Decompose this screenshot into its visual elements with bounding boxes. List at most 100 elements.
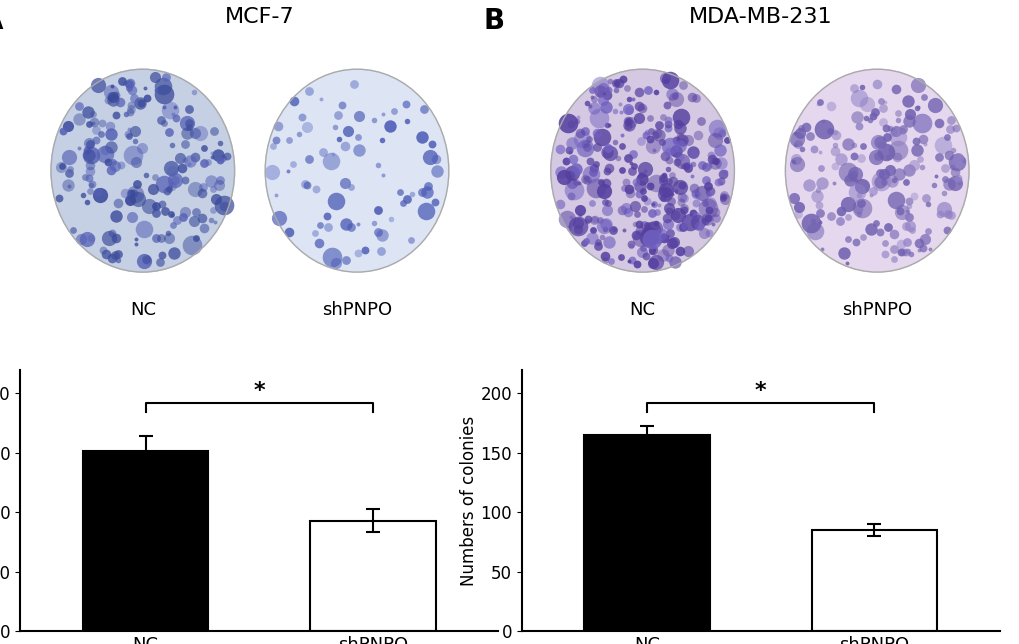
Y-axis label: Numbers of colonies: Numbers of colonies [460, 415, 477, 585]
Point [74, 190, 91, 200]
Point [156, 89, 172, 99]
Point [194, 213, 210, 223]
Point [886, 229, 902, 239]
Point [129, 179, 146, 189]
Point [76, 172, 93, 182]
Point [586, 93, 602, 104]
Point [82, 138, 98, 149]
Point [830, 216, 847, 227]
Point [163, 210, 179, 220]
Point [845, 151, 861, 161]
Point [107, 161, 123, 171]
Point [659, 218, 676, 229]
Point [813, 178, 829, 188]
Point [122, 77, 139, 88]
Point [684, 159, 700, 169]
Point [136, 256, 152, 267]
Point [876, 123, 893, 133]
Point [200, 157, 216, 167]
Point [612, 205, 629, 216]
Point [602, 256, 619, 266]
Point [853, 181, 869, 191]
Point [866, 107, 882, 117]
Point [636, 193, 652, 204]
Point [914, 134, 930, 144]
Point [638, 220, 654, 230]
Point [707, 213, 723, 223]
Point [620, 94, 636, 104]
Point [601, 76, 618, 86]
Point [138, 254, 154, 265]
Point [621, 120, 637, 130]
Point [701, 185, 717, 196]
Point [947, 167, 963, 177]
Point [176, 175, 193, 185]
Point [665, 210, 682, 220]
Point [620, 256, 636, 267]
Point [599, 85, 615, 95]
Point [660, 176, 677, 186]
Point [88, 125, 104, 135]
Point [334, 99, 351, 109]
Point [351, 111, 367, 122]
Point [342, 182, 359, 192]
Point [81, 173, 97, 183]
Point [102, 121, 118, 131]
Point [103, 165, 119, 175]
Point [643, 126, 659, 137]
Point [909, 102, 925, 113]
Point [642, 134, 658, 144]
Point [324, 252, 340, 262]
Point [100, 95, 116, 105]
Point [852, 198, 868, 208]
Point [383, 214, 399, 224]
Point [889, 144, 905, 155]
Point [373, 246, 389, 256]
Point [802, 218, 818, 229]
Point [579, 214, 595, 224]
Point [861, 115, 877, 126]
Point [876, 238, 893, 249]
Point [852, 153, 868, 163]
Point [684, 208, 700, 218]
Point [669, 118, 686, 129]
Point [210, 150, 226, 160]
Point [598, 84, 614, 95]
Point [672, 122, 688, 133]
Point [157, 206, 173, 216]
Point [877, 132, 894, 142]
Point [280, 227, 297, 237]
Point [557, 155, 574, 166]
Point [654, 250, 671, 260]
Point [850, 93, 866, 104]
Point [697, 175, 713, 185]
Point [166, 175, 182, 185]
Point [631, 225, 647, 235]
Point [657, 76, 674, 86]
Point [948, 123, 964, 133]
Point [164, 109, 180, 119]
Point [307, 228, 323, 238]
Text: MCF-7: MCF-7 [224, 6, 293, 26]
Point [701, 189, 717, 200]
Point [189, 232, 205, 243]
Point [584, 167, 600, 177]
Point [373, 230, 389, 240]
Point [420, 181, 436, 191]
Point [713, 128, 730, 138]
Point [839, 258, 855, 268]
Point [876, 249, 893, 259]
Point [839, 199, 855, 209]
Point [709, 176, 726, 187]
Point [791, 202, 807, 213]
Point [791, 128, 807, 138]
Point [595, 185, 611, 196]
Point [908, 103, 924, 113]
Ellipse shape [550, 70, 734, 272]
Point [180, 118, 197, 128]
Point [558, 214, 575, 225]
Point [607, 84, 624, 95]
Point [177, 155, 194, 165]
Point [70, 114, 87, 124]
Point [676, 193, 692, 204]
